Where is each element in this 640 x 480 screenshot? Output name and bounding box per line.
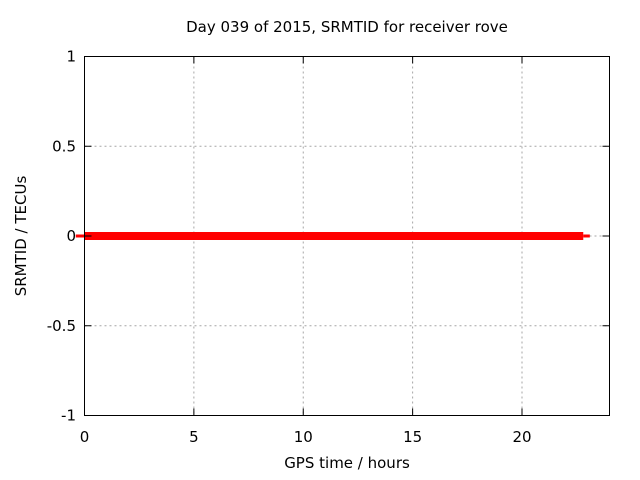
tick-labels: 0 5 10 15 20 -1 -0.5 0 0.5 1 bbox=[47, 48, 532, 447]
x-axis-label: GPS time / hours bbox=[284, 454, 410, 472]
y-tick-label: -0.5 bbox=[47, 317, 76, 335]
x-tick-label: 10 bbox=[294, 428, 313, 446]
x-tick-label: 15 bbox=[403, 428, 422, 446]
x-tick-label: 20 bbox=[512, 428, 531, 446]
y-axis-label: SRMTID / TECUs bbox=[12, 176, 30, 297]
y-tick-label: 0 bbox=[66, 227, 76, 245]
chart-title: Day 039 of 2015, SRMTID for receiver rov… bbox=[186, 18, 508, 36]
y-tick-label: -1 bbox=[61, 407, 76, 425]
axes-and-ticks bbox=[84, 56, 610, 416]
x-tick-label: 5 bbox=[189, 428, 199, 446]
x-tick-label: 0 bbox=[80, 428, 90, 446]
y-tick-label: 1 bbox=[66, 48, 76, 66]
y-tick-label: 0.5 bbox=[52, 137, 76, 155]
